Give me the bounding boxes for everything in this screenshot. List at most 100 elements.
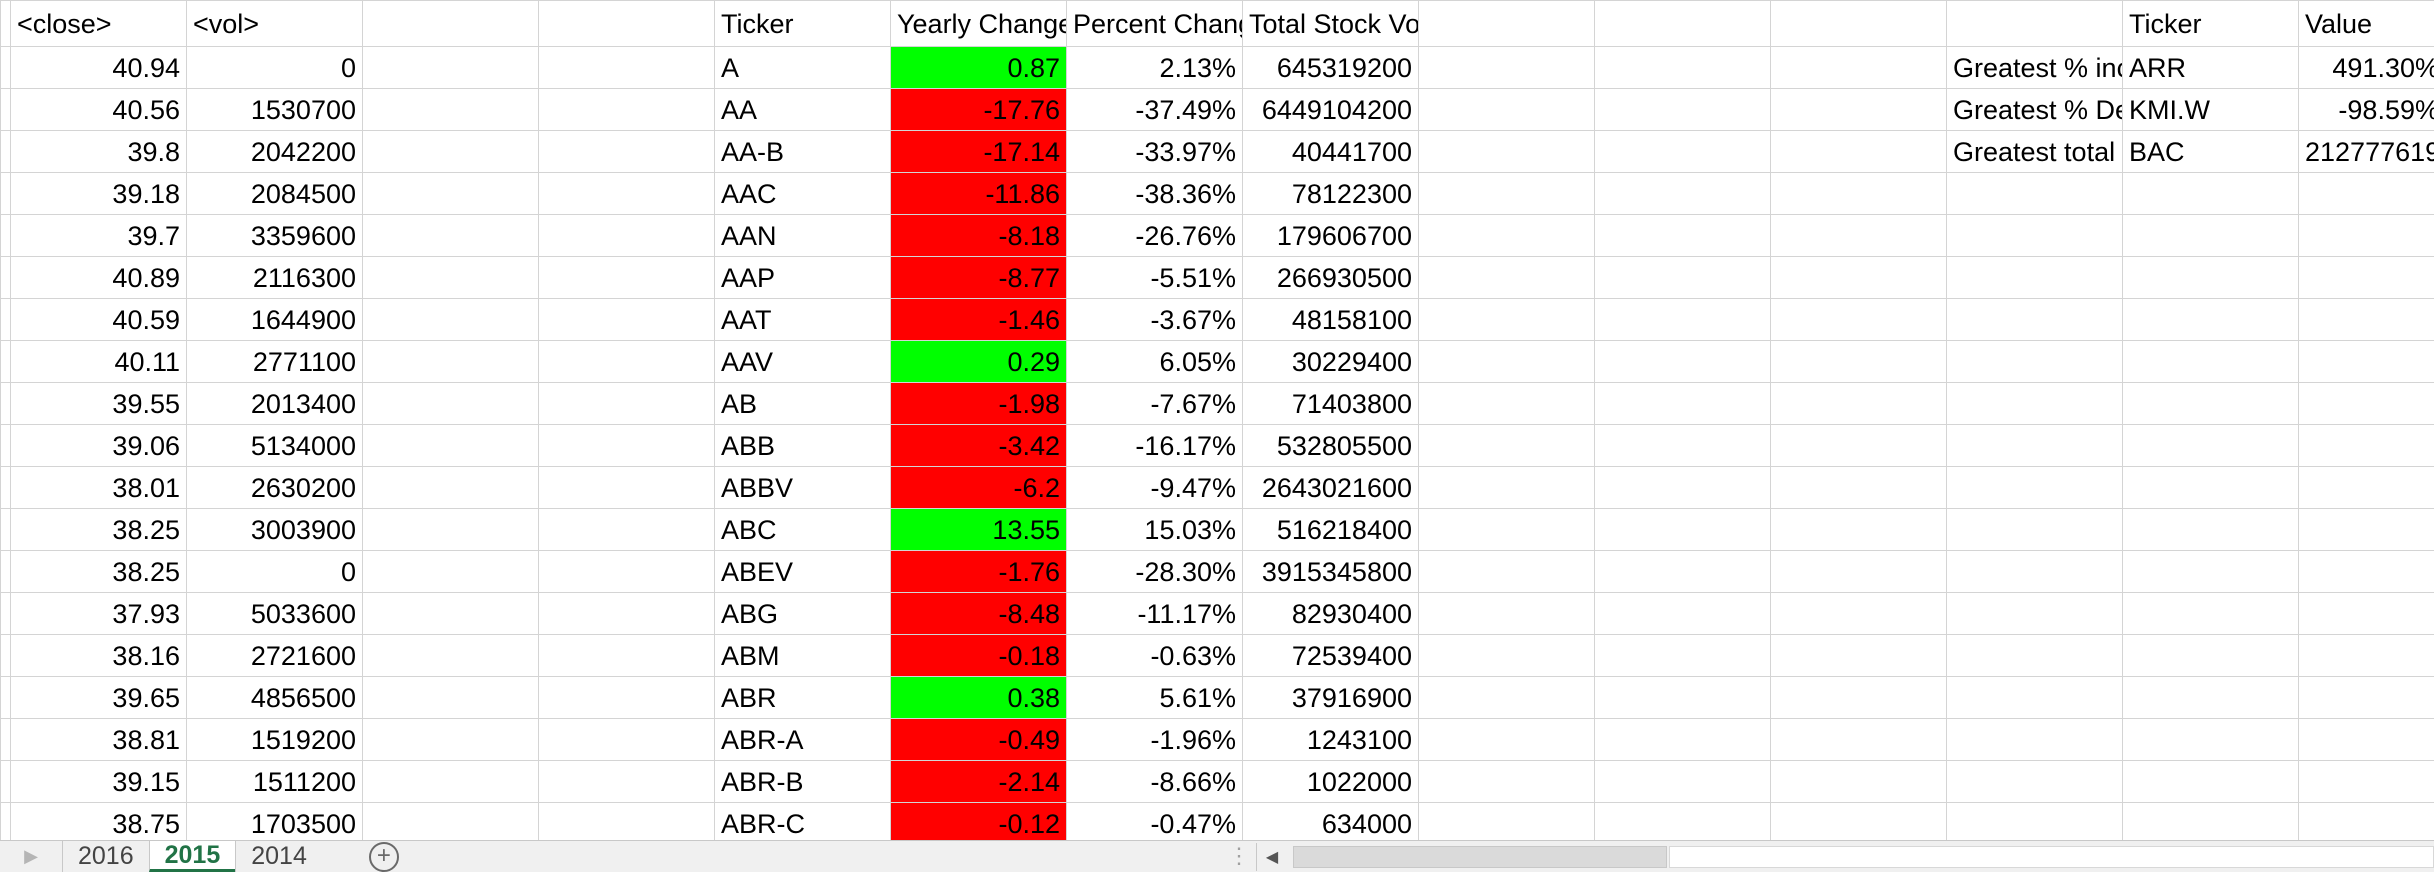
total-volume-cell[interactable]: 634000 [1242,802,1419,845]
scrollbar-thumb[interactable] [1293,846,1667,868]
empty-cell[interactable] [1594,298,1771,341]
percent-change-cell[interactable]: -9.47% [1066,466,1243,509]
empty-cell[interactable] [1594,0,1771,47]
percent-change-cell[interactable]: 2.13% [1066,46,1243,89]
total-volume-cell[interactable]: 516218400 [1242,508,1419,551]
empty-cell[interactable] [362,508,539,551]
total-volume-header-cell[interactable]: Total Stock Volume [1242,0,1419,47]
percent-change-cell[interactable]: -8.66% [1066,760,1243,803]
close-cell[interactable]: 38.25 [10,508,187,551]
empty-cell[interactable] [1418,130,1595,173]
empty-cell[interactable] [362,466,539,509]
empty-cell[interactable] [362,130,539,173]
empty-cell[interactable] [2122,382,2299,425]
yearly-change-cell[interactable]: -0.12 [890,802,1067,845]
empty-cell[interactable] [1418,382,1595,425]
yearly-change-cell[interactable]: -8.77 [890,256,1067,299]
vol-cell[interactable]: 3003900 [186,508,363,551]
ticker-cell[interactable]: ABR [714,676,891,719]
empty-cell[interactable] [1418,172,1595,215]
total-volume-cell[interactable]: 2643021600 [1242,466,1419,509]
empty-cell[interactable] [1770,88,1947,131]
close-cell[interactable]: 38.16 [10,634,187,677]
empty-cell[interactable] [2122,634,2299,677]
yearly-change-cell[interactable]: 0.38 [890,676,1067,719]
empty-cell[interactable] [2298,298,2434,341]
empty-cell[interactable] [538,214,715,257]
yearly-change-cell[interactable]: -8.48 [890,592,1067,635]
empty-cell[interactable] [362,172,539,215]
empty-cell[interactable] [1594,340,1771,383]
empty-cell[interactable] [1594,802,1771,845]
empty-cell[interactable] [1946,760,2123,803]
total-volume-cell[interactable]: 78122300 [1242,172,1419,215]
empty-cell[interactable] [362,340,539,383]
percent-change-cell[interactable]: -1.96% [1066,718,1243,761]
empty-cell[interactable] [1946,340,2123,383]
empty-cell[interactable] [362,298,539,341]
empty-cell[interactable] [1770,298,1947,341]
total-volume-cell[interactable]: 6449104200 [1242,88,1419,131]
empty-cell[interactable] [1418,634,1595,677]
grid-edge-cell[interactable] [0,508,11,551]
empty-cell[interactable] [1418,340,1595,383]
empty-cell[interactable] [2122,256,2299,299]
empty-cell[interactable] [2298,676,2434,719]
summary-ticker-cell[interactable]: ARR [2122,46,2299,89]
empty-cell[interactable] [362,214,539,257]
vol-cell[interactable]: 1644900 [186,298,363,341]
ticker-cell[interactable]: A [714,46,891,89]
empty-cell[interactable] [2122,466,2299,509]
empty-cell[interactable] [1946,0,2123,47]
close-cell[interactable]: 40.94 [10,46,187,89]
ticker-cell[interactable]: AAP [714,256,891,299]
empty-cell[interactable] [538,46,715,89]
ticker-cell[interactable]: AAT [714,298,891,341]
grid-edge-cell[interactable] [0,298,11,341]
empty-cell[interactable] [2298,340,2434,383]
ticker-cell[interactable]: ABR-A [714,718,891,761]
empty-cell[interactable] [1594,550,1771,593]
empty-cell[interactable] [362,550,539,593]
total-volume-cell[interactable]: 645319200 [1242,46,1419,89]
empty-cell[interactable] [1594,424,1771,467]
empty-cell[interactable] [1770,592,1947,635]
close-cell[interactable]: 40.89 [10,256,187,299]
empty-cell[interactable] [1946,256,2123,299]
close-cell[interactable]: 37.93 [10,592,187,635]
yearly-change-cell[interactable]: -1.46 [890,298,1067,341]
empty-cell[interactable] [1594,256,1771,299]
grid-edge-cell[interactable] [0,424,11,467]
empty-cell[interactable] [2298,214,2434,257]
yearly-change-cell[interactable]: -17.14 [890,130,1067,173]
empty-cell[interactable] [2122,718,2299,761]
percent-change-cell[interactable]: -37.49% [1066,88,1243,131]
empty-cell[interactable] [538,718,715,761]
close-cell[interactable]: 38.81 [10,718,187,761]
yearly-change-cell[interactable]: -17.76 [890,88,1067,131]
percent-change-cell[interactable]: -0.47% [1066,802,1243,845]
ticker-cell[interactable]: ABB [714,424,891,467]
empty-cell[interactable] [538,382,715,425]
empty-cell[interactable] [538,508,715,551]
total-volume-cell[interactable]: 179606700 [1242,214,1419,257]
ticker-cell[interactable]: ABR-B [714,760,891,803]
summary-value-header-cell[interactable]: Value [2298,0,2434,47]
vol-cell[interactable]: 2771100 [186,340,363,383]
empty-cell[interactable] [1594,88,1771,131]
vol-cell[interactable]: 1519200 [186,718,363,761]
scroll-left-arrow-icon[interactable]: ◀ [1265,849,1279,866]
vol-cell[interactable]: 2721600 [186,634,363,677]
empty-cell[interactable] [1946,802,2123,845]
yearly-change-cell[interactable]: 0.87 [890,46,1067,89]
yearly-change-cell[interactable]: -8.18 [890,214,1067,257]
empty-cell[interactable] [1770,508,1947,551]
total-volume-cell[interactable]: 266930500 [1242,256,1419,299]
empty-cell[interactable] [2298,718,2434,761]
empty-cell[interactable] [362,424,539,467]
total-volume-cell[interactable]: 37916900 [1242,676,1419,719]
ticker-cell[interactable]: ABG [714,592,891,635]
total-volume-cell[interactable]: 71403800 [1242,382,1419,425]
empty-cell[interactable] [538,550,715,593]
empty-cell[interactable] [1418,802,1595,845]
